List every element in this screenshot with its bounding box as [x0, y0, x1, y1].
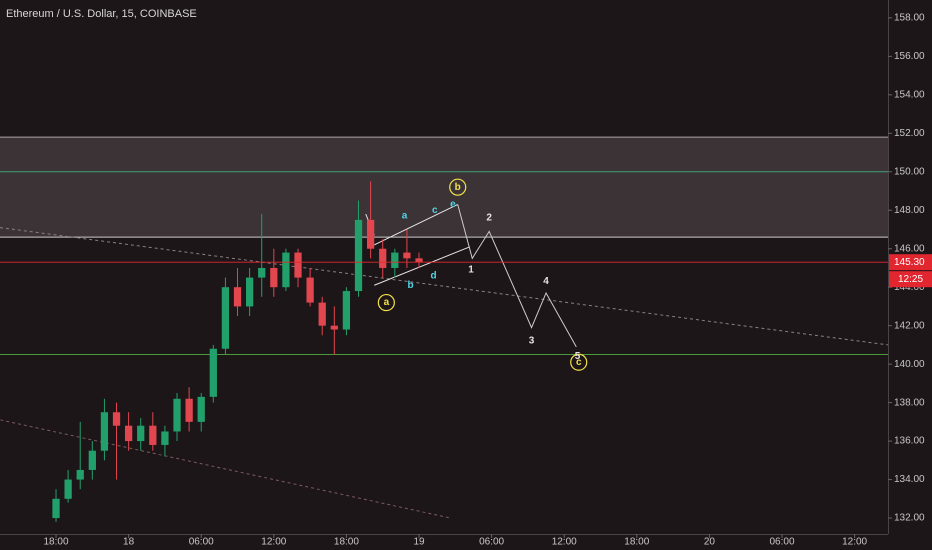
countdown-label: 12:25	[898, 274, 923, 285]
y-tick-label: 152.00	[894, 128, 925, 139]
x-tick-label: 06:00	[189, 537, 214, 548]
candle-body	[161, 431, 169, 445]
zone	[0, 137, 888, 238]
trendline	[374, 246, 471, 286]
candle-body	[282, 252, 290, 288]
candle-body	[258, 267, 266, 278]
annotation: 1	[468, 265, 474, 276]
x-tick-label: 12:00	[552, 537, 577, 548]
countdown-box	[889, 271, 932, 288]
candle-body	[52, 498, 60, 519]
y-tick-label: 140.00	[894, 359, 925, 370]
candle-body	[112, 412, 121, 426]
y-tick-label: 146.00	[894, 243, 925, 254]
annotation: a	[384, 297, 390, 308]
candle-body	[221, 287, 230, 349]
x-tick-label: 19	[413, 537, 425, 548]
x-tick-label: 18:00	[334, 537, 359, 548]
annotation: b	[455, 182, 461, 193]
annotation: a	[402, 211, 408, 222]
annotation: 2	[486, 213, 492, 224]
candle-body	[185, 398, 193, 422]
y-tick-label: 150.00	[894, 166, 925, 177]
candle-body	[379, 248, 387, 268]
y-tick-label: 158.00	[894, 13, 925, 24]
x-tick-label: 06:00	[479, 537, 504, 548]
annotation-circle	[570, 353, 588, 371]
annotation: d	[430, 270, 436, 281]
annotation-circle	[449, 178, 467, 196]
y-tick-label: 136.00	[894, 436, 925, 447]
x-tick-label: 12:00	[261, 537, 286, 548]
y-tick-label: 156.00	[894, 51, 925, 62]
chart-title: Ethereum / U.S. Dollar, 15, COINBASE	[6, 8, 197, 20]
annotation: 3	[529, 336, 535, 347]
trendline	[457, 204, 577, 348]
trendline	[374, 204, 458, 246]
candle-body	[233, 287, 242, 307]
current-price-label: 145.30	[894, 257, 925, 268]
candle-body	[124, 425, 133, 442]
candle-body	[197, 396, 205, 422]
x-tick-label: 06:00	[769, 537, 794, 548]
y-tick-label: 142.00	[894, 320, 925, 331]
candle-body	[245, 277, 254, 307]
y-tick-label: 148.00	[894, 205, 925, 216]
x-tick-label: 18:00	[44, 537, 69, 548]
annotation: 5	[575, 351, 581, 362]
annotation: b	[407, 280, 413, 291]
candle-body	[209, 348, 217, 397]
candle-body	[318, 302, 326, 326]
candle-body	[342, 291, 351, 330]
candle-body	[100, 412, 109, 451]
candle-body	[173, 398, 181, 432]
x-tick-label: 18:00	[624, 537, 649, 548]
trendline	[0, 419, 451, 519]
current-price-box	[889, 254, 932, 271]
trendline	[0, 227, 889, 346]
candle-body	[306, 277, 314, 303]
candle-body	[294, 252, 302, 278]
candle-body	[270, 267, 278, 288]
candle-body	[403, 252, 411, 259]
candle-body	[366, 219, 375, 249]
candle-body	[88, 450, 96, 470]
candle-body	[391, 252, 399, 268]
candle-body	[354, 219, 363, 292]
annotation: c	[432, 205, 438, 216]
x-tick-label: 20	[704, 537, 716, 548]
x-tick-label: 18	[123, 537, 135, 548]
y-tick-label: 144.00	[894, 282, 925, 293]
candle-body	[64, 479, 72, 499]
candle-body	[137, 425, 145, 442]
candle-body	[149, 425, 157, 445]
candle-body	[330, 325, 338, 330]
x-tick-label: 12:00	[842, 537, 867, 548]
candle-body	[415, 258, 423, 263]
annotation-circle	[377, 293, 395, 312]
candle-body	[76, 469, 84, 480]
y-tick-label: 134.00	[894, 474, 925, 485]
annotation: 4	[543, 276, 549, 287]
annotation: c	[576, 357, 582, 368]
annotation: e	[450, 199, 456, 210]
y-tick-label: 132.00	[894, 513, 925, 524]
y-tick-label: 154.00	[894, 89, 925, 100]
y-tick-label: 138.00	[894, 397, 925, 408]
